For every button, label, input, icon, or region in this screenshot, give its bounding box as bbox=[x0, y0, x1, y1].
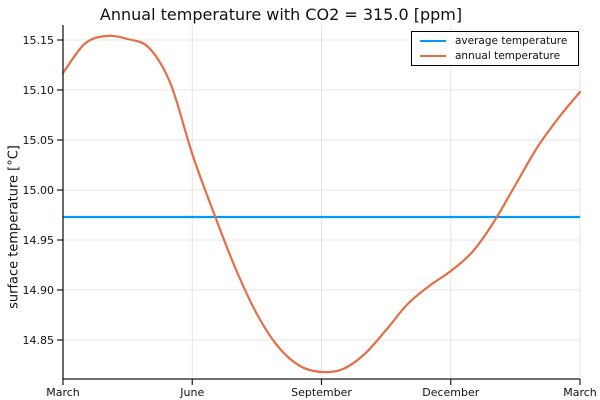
legend-line-swatch bbox=[420, 55, 446, 57]
legend: average temperature annual temperature bbox=[411, 31, 579, 66]
x-tick-label: December bbox=[422, 386, 480, 399]
y-tick-label: 14.90 bbox=[23, 284, 55, 297]
legend-entry: annual temperature bbox=[420, 49, 572, 63]
x-tick-label: September bbox=[291, 386, 352, 399]
annual-temperature-curve bbox=[61, 34, 582, 374]
legend-label: annual temperature bbox=[455, 50, 561, 62]
y-tick-label: 15.05 bbox=[23, 134, 55, 147]
legend-entry: average temperature bbox=[420, 34, 572, 48]
y-tick-label: 15.15 bbox=[23, 34, 55, 47]
chart-title: Annual temperature with CO2 = 315.0 [ppm… bbox=[99, 5, 463, 24]
legend-label: average temperature bbox=[455, 35, 568, 47]
x-tick-label: March bbox=[563, 386, 597, 399]
y-tick-label: 15.00 bbox=[23, 184, 55, 197]
y-tick-label: 15.10 bbox=[23, 84, 55, 97]
y-tick-label: 14.85 bbox=[23, 334, 55, 347]
x-tick-label: March bbox=[46, 386, 80, 399]
y-tick-label: 14.95 bbox=[23, 234, 55, 247]
x-tick-label: June bbox=[179, 386, 204, 399]
legend-line-swatch bbox=[420, 40, 446, 42]
